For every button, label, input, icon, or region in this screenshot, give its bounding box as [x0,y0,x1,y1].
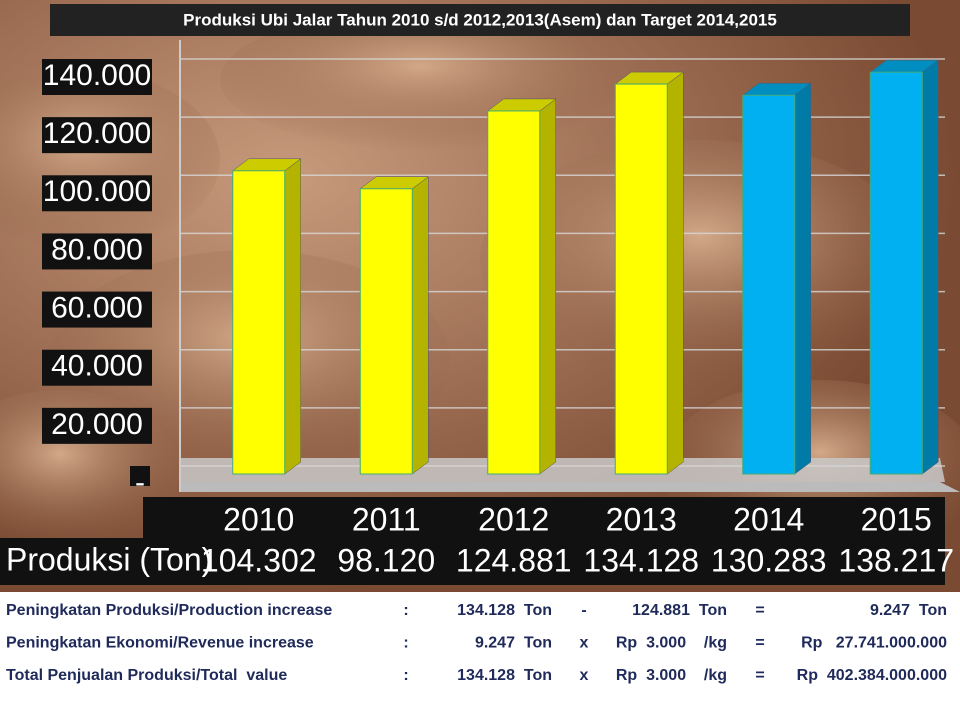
y-tick-box [42,175,152,212]
bar [359,188,413,475]
bar-side [922,59,939,475]
value-label: 138.217 [838,542,954,578]
y-tick-label: 40.000 [51,350,143,383]
note-cell: Rp 402.384.000.000 [797,667,947,684]
row-label: Produksi (Ton) [6,541,212,577]
x-tick-label: 2010 [223,501,294,537]
floor [180,482,960,492]
row-label-box [0,538,180,585]
note-cell: = [755,635,764,652]
chart-title: Produksi Ubi Jalar Tahun 2010 s/d 2012,2… [183,10,777,29]
note-cell: Rp 3.000 /kg [616,667,727,684]
bar [232,170,286,475]
bar [869,71,923,475]
value-label: 124.881 [456,542,572,578]
bar [487,110,541,475]
category-band [143,497,945,585]
note-cell: Peningkatan Produksi/Production increase [6,602,332,619]
bar-side [539,98,556,475]
y-tick-label: 60.000 [51,291,143,324]
x-tick-label: 2012 [478,501,549,537]
y-tick-label: - [135,466,145,499]
note-cell: = [755,667,764,684]
value-label: 130.283 [711,542,827,578]
y-tick-box [42,233,152,270]
notes-background [0,592,960,720]
x-tick-label: 2015 [861,501,932,537]
note-cell: : [403,602,408,619]
value-label: 98.120 [337,542,435,578]
note-cell: = [755,602,764,619]
bar-side [667,71,684,475]
note-cell: Rp 3.000 /kg [616,635,727,652]
note-cell: Rp 27.741.000.000 [801,635,947,652]
y-tick-label: 100.000 [43,175,151,208]
value-label: 134.128 [583,542,699,578]
bar [614,83,668,475]
y-tick-box [130,466,150,486]
bar-side [412,176,429,475]
note-cell: 124.881 Ton [632,602,727,619]
bar [742,94,796,475]
note-cell: 134.128 Ton [457,602,552,619]
y-tick-label: 120.000 [43,117,151,150]
note-cell: Total Penjualan Produksi/Total value [6,667,287,684]
bar-side [794,82,811,475]
y-tick-box [42,407,152,444]
y-tick-label: 140.000 [43,59,151,92]
x-tick-label: 2011 [352,501,421,537]
x-tick-label: 2013 [606,501,677,537]
note-cell: 9.247 Ton [475,635,552,652]
note-cell: - [581,602,586,619]
bar-side [284,158,301,475]
note-cell: : [403,667,408,684]
note-cell: 134.128 Ton [457,667,552,684]
y-tick-box [42,117,152,154]
title-bar [50,4,910,36]
y-tick-box [42,291,152,328]
note-cell: : [403,635,408,652]
y-tick-box [42,59,152,95]
note-cell: x [580,667,589,684]
note-cell: 9.247 Ton [870,602,947,619]
note-cell: x [580,635,589,652]
y-tick-label: 80.000 [51,233,143,266]
note-cell: Peningkatan Ekonomi/Revenue increase [6,635,314,652]
x-tick-label: 2014 [733,501,804,537]
y-tick-box [42,349,152,386]
value-label: 104.302 [201,542,317,578]
y-tick-label: 20.000 [51,408,143,441]
